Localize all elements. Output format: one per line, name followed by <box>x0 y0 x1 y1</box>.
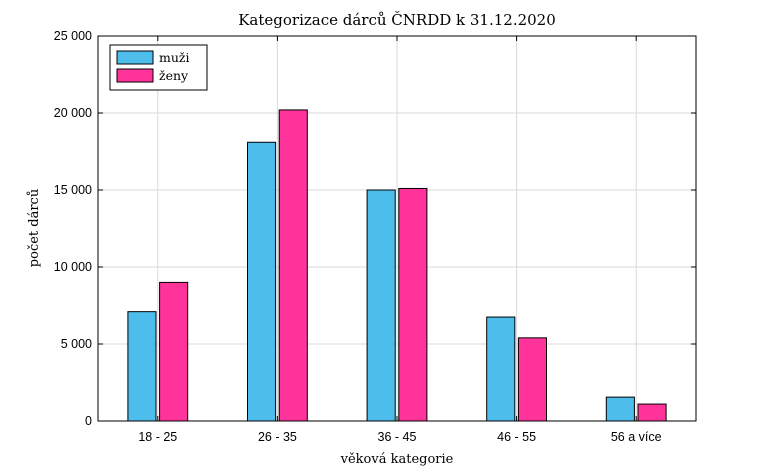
bar-series-2-3 <box>517 337 547 422</box>
y-tick-label: 10 000 <box>54 260 92 274</box>
x-axis-label: věková kategorie <box>340 452 454 467</box>
grid <box>98 36 696 421</box>
x-tick-label: 26 - 35 <box>258 430 297 444</box>
y-axis-ticks: 0 5 000 10 000 15 000 20 000 25 000 <box>54 29 696 428</box>
legend-swatch <box>116 50 154 65</box>
x-tick-label: 46 - 55 <box>497 430 536 444</box>
legend: muži ženy <box>109 44 208 91</box>
bar-series-2-1 <box>278 109 308 422</box>
chart-title: Kategorizace dárců ČNRDD k 31.12.2020 <box>238 11 556 29</box>
legend-label: ženy <box>159 68 189 83</box>
bar-series-1-0 <box>127 311 157 422</box>
bar-series-1-1 <box>247 141 277 422</box>
bar-series-1-3 <box>486 316 516 422</box>
bar-series-2-4 <box>637 403 667 422</box>
y-tick-label: 15 000 <box>54 183 92 197</box>
legend-swatch <box>116 68 154 83</box>
x-tick-label: 18 - 25 <box>138 430 177 444</box>
y-tick-label: 20 000 <box>54 106 92 120</box>
x-axis-ticks: 18 - 25 26 - 35 36 - 45 46 - 55 56 a více <box>138 36 662 444</box>
y-axis-label: počet dárců <box>26 189 42 267</box>
bar-series-2-0 <box>159 281 189 422</box>
bar-series-1-4 <box>605 396 635 422</box>
legend-label: muži <box>159 50 190 65</box>
x-tick-label: 36 - 45 <box>378 430 417 444</box>
y-tick-label: 5 000 <box>61 337 92 351</box>
y-tick-label: 0 <box>85 414 92 428</box>
x-tick-label: 56 a více <box>611 430 662 444</box>
bar-series-2-2 <box>398 187 428 422</box>
bars <box>127 109 667 422</box>
bar-series-1-2 <box>366 189 396 422</box>
y-tick-label: 25 000 <box>54 29 92 43</box>
